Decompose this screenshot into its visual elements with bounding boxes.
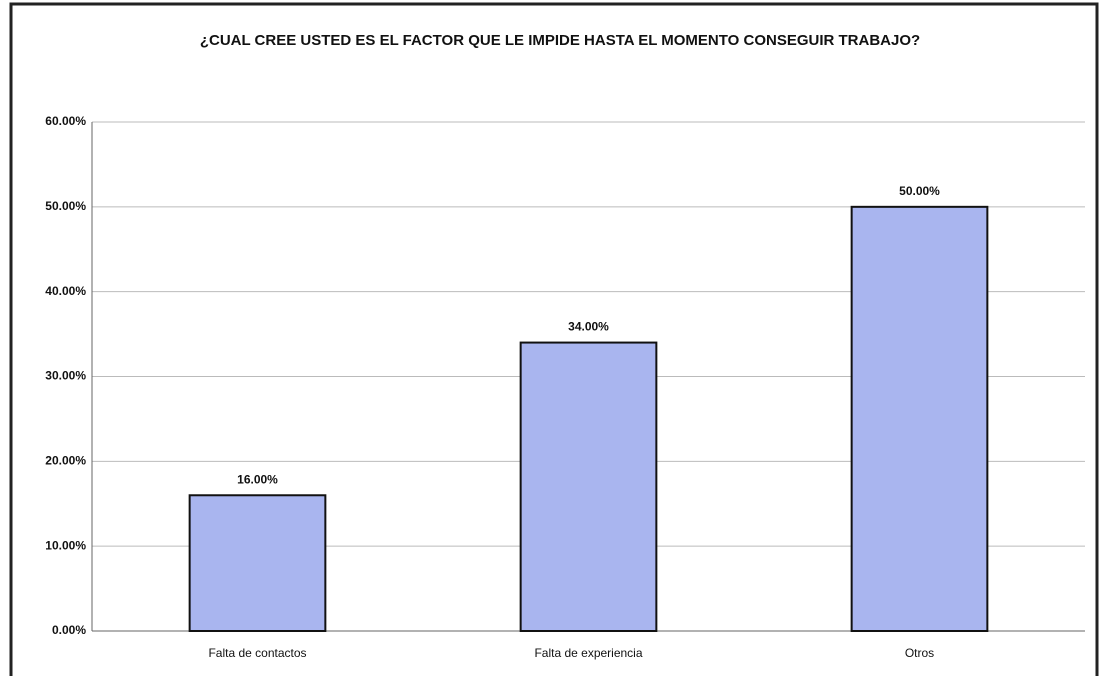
bar (850, 205, 989, 632)
data-label: 16.00% (237, 472, 278, 486)
chart-frame (9, 2, 1099, 676)
x-tick-label: Falta de contactos (208, 646, 306, 660)
y-tick-label: 40.00% (45, 284, 86, 298)
y-tick-label: 50.00% (45, 199, 86, 213)
y-tick-label: 10.00% (45, 538, 86, 552)
bar (188, 494, 327, 632)
x-tick-label: Otros (905, 646, 934, 660)
data-label: 34.00% (568, 320, 609, 334)
chart-title: ¿CUAL CREE USTED ES EL FACTOR QUE LE IMP… (199, 32, 921, 49)
y-tick-label: 0.00% (52, 623, 86, 637)
y-tick-label: 60.00% (45, 114, 86, 128)
bar (519, 341, 658, 632)
x-tick-label: Falta de experiencia (534, 646, 642, 660)
y-tick-label: 30.00% (45, 369, 86, 383)
data-label: 50.00% (899, 184, 940, 198)
y-tick-label: 20.00% (45, 454, 86, 468)
